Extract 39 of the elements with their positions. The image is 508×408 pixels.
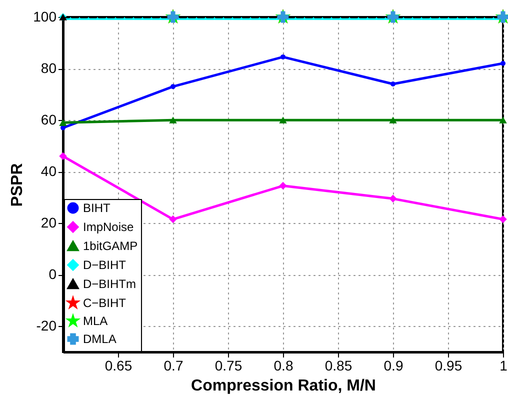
point [390,82,396,86]
y-tick-label: 80 [40,60,57,76]
point [59,152,67,160]
legend-label: 1bitGAMP [83,239,138,253]
point [279,182,287,190]
y-tick-label: 20 [40,214,57,231]
legend-label: D−BIHT [83,258,127,272]
point [499,215,507,224]
point [169,116,177,124]
x-tick-label: 1 [500,358,508,374]
point [500,60,506,66]
y-tick-label: 100 [33,8,57,24]
x-tick-label: 0.65 [104,358,132,374]
x-tick-label: 0.75 [214,358,242,374]
point [280,54,286,60]
legend-label: C−BIHT [83,296,127,310]
point [279,116,287,124]
x-tick-label: 0.8 [274,358,294,374]
legend-label: BIHT [83,201,112,215]
point [389,194,397,203]
x-tick-label: 0.9 [384,358,404,374]
y-tick-label: -20 [36,318,57,334]
x-tick-label: 0.7 [164,358,184,374]
legend-label: MLA [83,314,108,328]
y-tick-label: 40 [40,163,57,180]
y-tick-label: 60 [40,112,57,128]
point [499,116,507,124]
y-tick-label: 0 [48,266,57,282]
legend-label: D−BIHTm [83,277,136,291]
x-tick-label: 0.85 [324,358,352,374]
legend-label: ImpNoise [83,220,134,234]
x-axis-title: Compression Ratio, M/N [191,378,376,394]
point [389,116,397,124]
point [59,119,67,126]
y-axis-title: PSPR [9,162,26,207]
point [170,84,176,90]
x-tick-label: 0.95 [434,358,462,374]
legend-label: DMLA [83,332,116,346]
point [169,215,177,224]
